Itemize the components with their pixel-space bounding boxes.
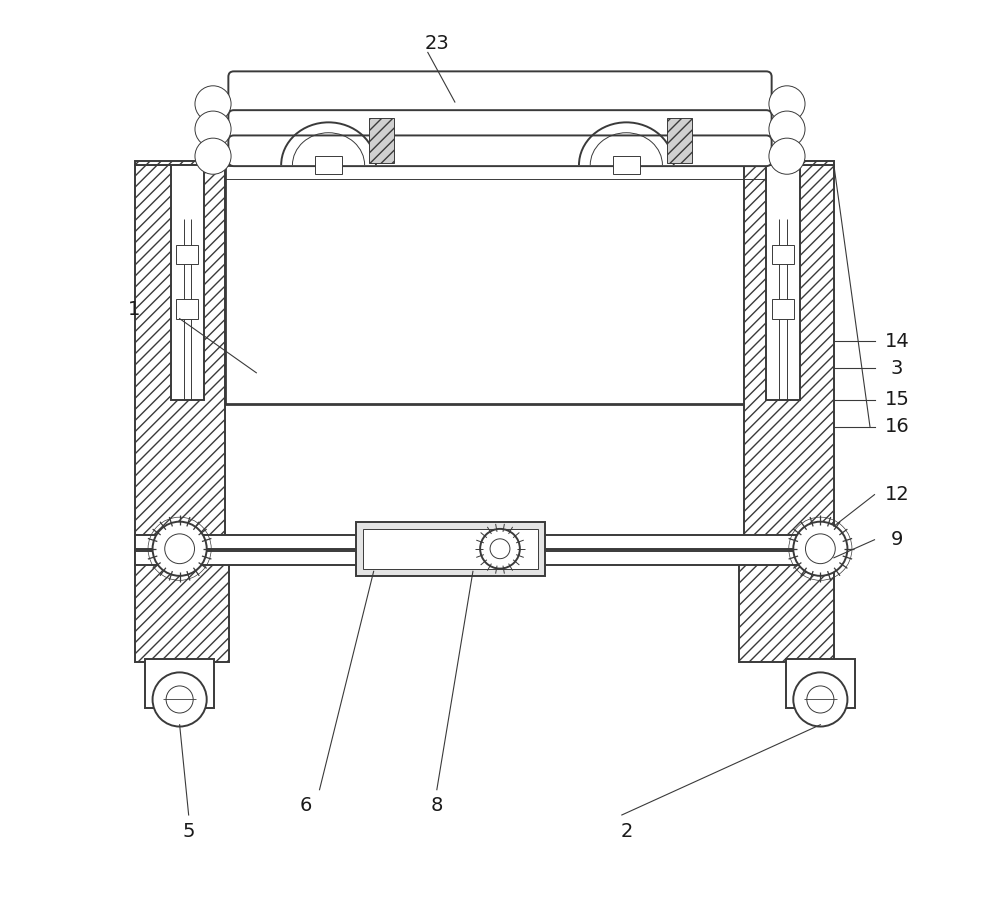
Bar [613,156,640,174]
Bar [135,535,834,548]
Bar [135,551,834,565]
Text: 3: 3 [891,359,903,378]
Bar [356,522,545,576]
Bar [739,562,834,662]
Bar [369,118,394,163]
Circle shape [793,673,847,726]
Circle shape [153,522,207,576]
Text: 5: 5 [182,822,195,841]
Bar [135,548,834,564]
Bar [145,659,214,708]
Text: 16: 16 [885,418,909,437]
Bar [229,93,771,165]
Bar [744,161,834,165]
Bar [772,244,794,264]
Circle shape [166,686,193,713]
Bar [176,244,198,264]
FancyBboxPatch shape [228,72,772,116]
Circle shape [490,538,510,558]
Text: 8: 8 [431,796,443,815]
Circle shape [805,534,835,564]
Circle shape [769,111,805,147]
Circle shape [769,85,805,122]
Circle shape [793,522,847,576]
Text: 15: 15 [885,390,910,410]
Bar [135,165,225,553]
Text: 9: 9 [891,530,903,549]
Bar [667,118,692,163]
Bar [786,659,855,708]
Circle shape [195,138,231,174]
Bar [171,165,204,400]
Bar [225,165,775,404]
Circle shape [195,85,231,122]
Circle shape [769,138,805,174]
Bar [744,165,834,553]
Text: 12: 12 [885,485,909,504]
Circle shape [807,686,834,713]
Bar [766,165,800,400]
Circle shape [480,528,520,568]
Bar [135,161,225,165]
Bar [363,528,538,568]
Text: 14: 14 [885,331,909,350]
Bar [135,562,229,662]
FancyBboxPatch shape [228,110,772,143]
Bar [176,299,198,319]
Text: 23: 23 [424,34,449,53]
Circle shape [195,111,231,147]
Text: 6: 6 [300,796,312,815]
Text: 1: 1 [128,301,141,319]
Bar [315,156,342,174]
FancyBboxPatch shape [228,135,772,166]
Text: 2: 2 [620,822,633,841]
Bar [772,299,794,319]
Circle shape [165,534,195,564]
Circle shape [153,673,207,726]
